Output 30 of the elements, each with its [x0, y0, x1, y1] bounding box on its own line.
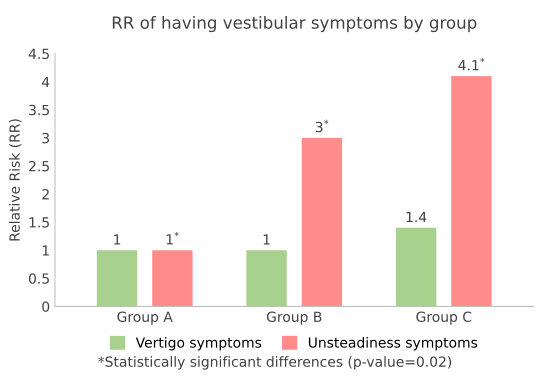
x-tick-label: Group A [117, 312, 173, 325]
data-label: 3$^{*}$ [316, 120, 328, 132]
bar [396, 228, 436, 306]
legend-label: Unsteadiness symptoms [308, 337, 478, 350]
y-tick-label: 2.5 [29, 160, 49, 172]
y-axis-title: Relative Risk (RR) [9, 119, 22, 241]
bar [96, 250, 138, 306]
y-tick-label: 1.5 [30, 217, 49, 228]
bar [152, 250, 193, 306]
chart-title: RR of having vestibular symptoms by group [112, 16, 476, 32]
data-label: 1.4 [406, 212, 426, 222]
data-label: 1 [264, 234, 270, 245]
bar [302, 138, 342, 306]
bar [246, 250, 287, 306]
y-tick-label: 4 [42, 76, 50, 87]
data-label: 4.1$^{*}$ [458, 58, 484, 70]
text: *Statistically significant differences (p-value=0.02) [98, 356, 452, 370]
data-label: 1$^{*}$ [166, 232, 179, 244]
y-tick-label: 1 [42, 245, 49, 256]
y-tick-label: 4.5 [28, 48, 49, 60]
data-label: 1 [114, 234, 120, 245]
y-tick-label: 0.5 [28, 273, 49, 284]
y-tick-label: 0 [42, 301, 50, 312]
y-tick-label: 2 [42, 189, 49, 200]
y-tick-label: 3 [42, 132, 50, 144]
x-tick-label: Group C [416, 312, 472, 325]
x-tick-label: Group B [266, 312, 322, 325]
legend-label: Vertigo symptoms [136, 337, 262, 350]
y-tick-label: 3.5 [29, 104, 49, 116]
bar [451, 76, 492, 306]
